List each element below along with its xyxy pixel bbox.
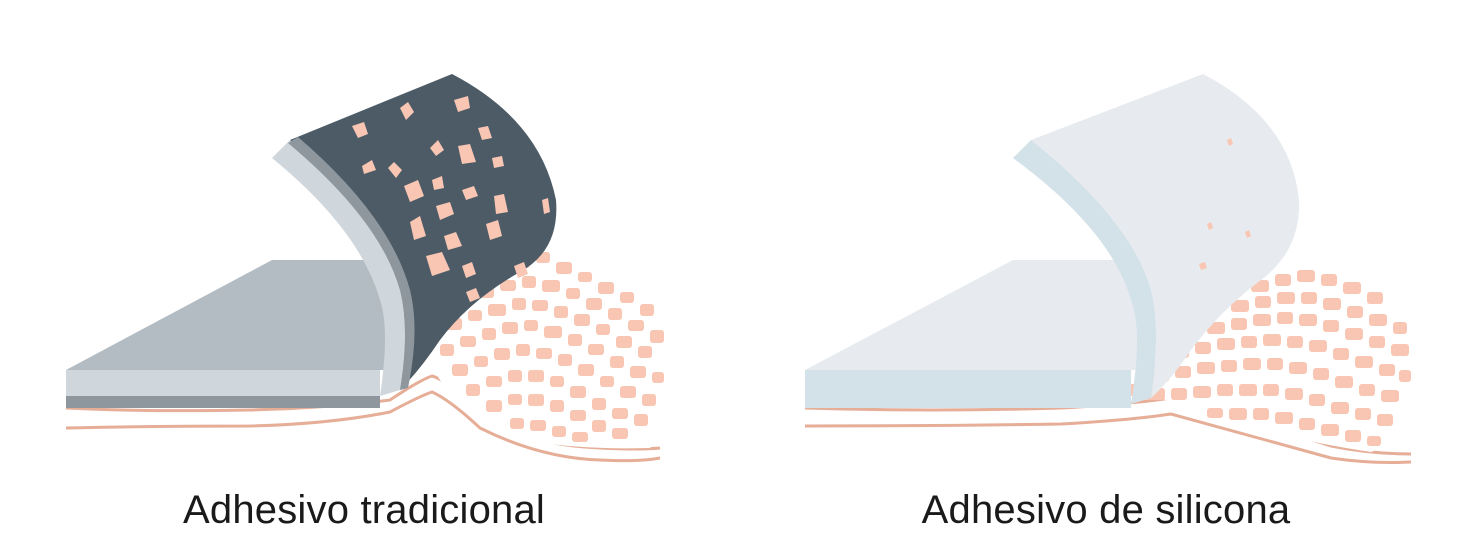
silicone-layer — [1031, 74, 1300, 398]
skin-line-upper — [804, 396, 1412, 456]
backing-bottom-edge — [66, 396, 380, 408]
caption-silicone-adhesive: Adhesivo de silicona — [921, 488, 1291, 532]
silicone-adhesive-panel: Adhesivo de silicona — [731, 0, 1462, 539]
caption-traditional-adhesive: Adhesivo tradicional — [183, 488, 545, 532]
silicone-adhesive-illustration — [804, 74, 1420, 464]
backing-top — [66, 260, 400, 370]
skin-fragments — [1199, 138, 1251, 270]
backing-top — [805, 260, 1141, 370]
skin-line-lower — [804, 412, 1412, 464]
skin-fragments — [352, 96, 550, 302]
backing-curl-edge — [272, 140, 405, 396]
skin-cells — [440, 252, 664, 442]
traditional-adhesive-panel: Adhesivo tradicional — [0, 0, 731, 539]
traditional-adhesive-illustration — [65, 74, 675, 463]
skin-cells — [1125, 270, 1411, 446]
backing-front-edge — [66, 370, 380, 396]
skin-line-lower — [65, 390, 661, 463]
backing-curl-edge — [1013, 140, 1156, 404]
backing-front-edge — [805, 370, 1131, 408]
